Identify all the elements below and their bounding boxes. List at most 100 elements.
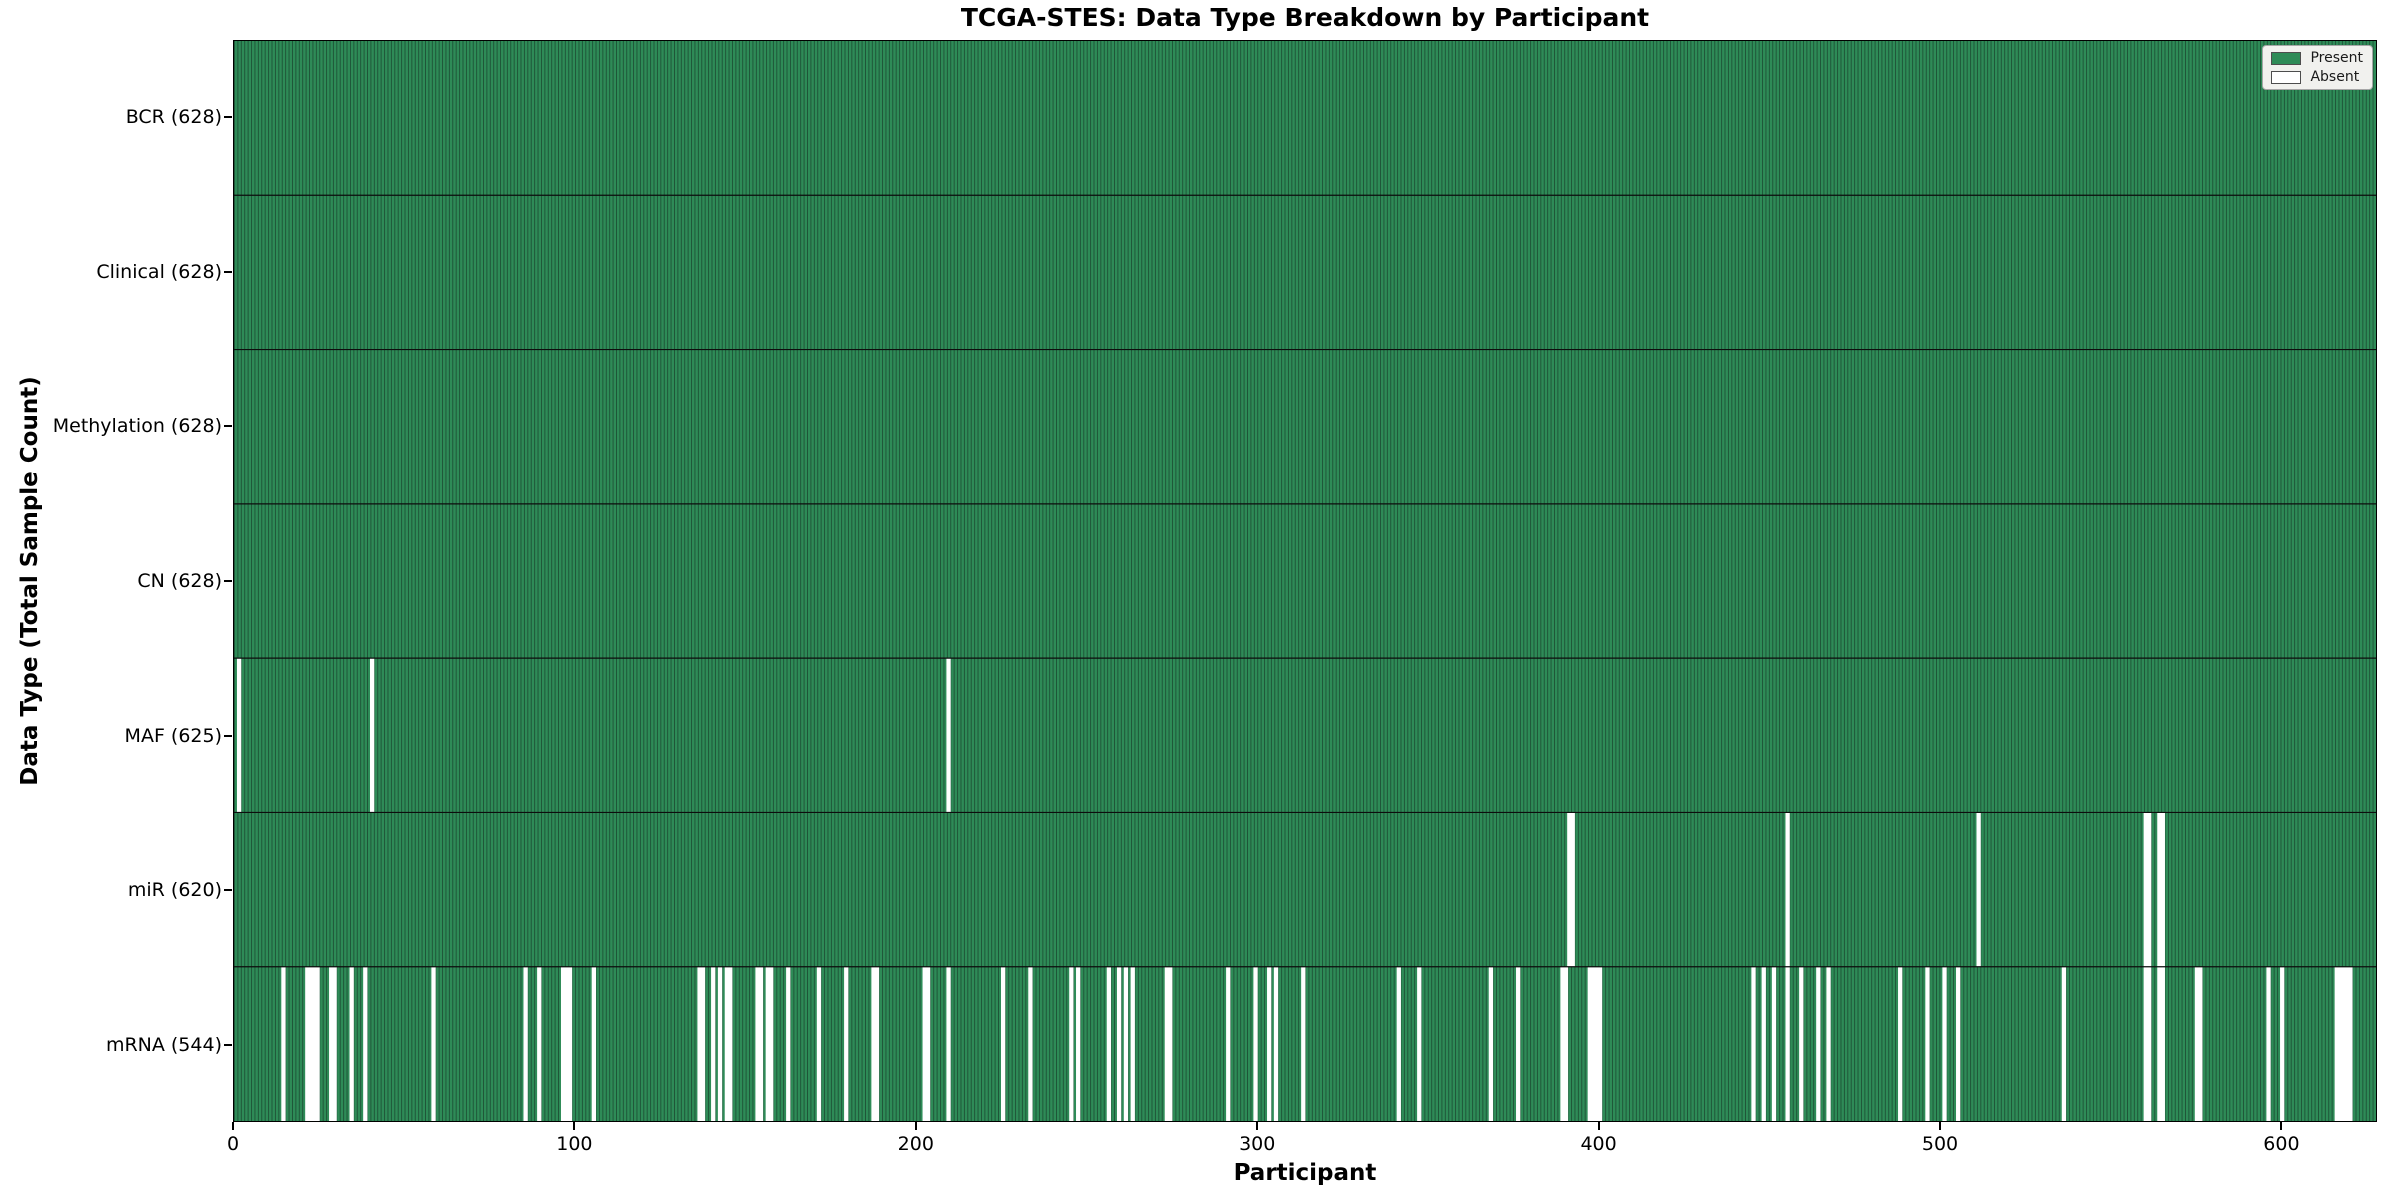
absent-cell-mRNA-501 [1942, 966, 1947, 1121]
absent-cell-mRNA-341 [1396, 966, 1401, 1121]
absent-cell-mRNA-303 [1267, 966, 1272, 1121]
absent-cell-miR-564 [2157, 812, 2162, 967]
absent-cell-mRNA-596 [2266, 966, 2271, 1121]
absent-cell-mRNA-58 [431, 966, 436, 1121]
legend-item-absent: Absent [2271, 70, 2363, 84]
absent-cell-mRNA-390 [1563, 966, 1569, 1121]
absent-cell-mRNA-89 [537, 966, 542, 1121]
heatmap-canvas [234, 41, 2376, 1121]
absent-cell-mRNA-245 [1069, 966, 1074, 1121]
absent-cell-mRNA-564 [2157, 966, 2162, 1121]
xtick-label-400: 400 [1580, 1133, 1617, 1155]
absent-cell-mRNA-256 [1106, 966, 1112, 1121]
absent-cell-mRNA-600 [2280, 966, 2285, 1121]
ytick-mark-BCR [224, 116, 232, 119]
absent-cell-mRNA-313 [1301, 966, 1306, 1121]
absent-cell-mRNA-22 [308, 966, 313, 1121]
xtick-label-0: 0 [226, 1133, 240, 1155]
absent-cell-mRNA-274 [1168, 966, 1173, 1121]
absent-cell-mRNA-561 [2147, 966, 2152, 1121]
absent-cell-mRNA-34 [349, 966, 354, 1121]
absent-cell-mRNA-137 [700, 966, 706, 1121]
absent-cell-mRNA-209 [946, 966, 951, 1121]
absent-cell-mRNA-576 [2198, 966, 2203, 1121]
absent-cell-mRNA-21 [305, 966, 310, 1121]
absent-cell-mRNA-445 [1751, 966, 1756, 1121]
legend-label-absent: Absent [2310, 69, 2360, 85]
plot-area [233, 40, 2377, 1122]
absent-cell-mRNA-496 [1925, 966, 1930, 1121]
absent-cell-mRNA-368 [1488, 966, 1494, 1121]
absent-cell-MAF-209 [946, 658, 951, 813]
absent-cell-mRNA-565 [2160, 966, 2165, 1121]
absent-cell-mRNA-617 [2338, 966, 2343, 1121]
ytick-label-CN: CN (628) [137, 570, 222, 592]
absent-cell-mRNA-505 [1956, 966, 1961, 1121]
absent-cell-mRNA-291 [1226, 966, 1231, 1121]
absent-cell-mRNA-247 [1076, 966, 1081, 1121]
xtick-label-300: 300 [1239, 1133, 1276, 1155]
absent-cell-mRNA-145 [728, 966, 733, 1121]
absent-cell-mRNA-618 [2341, 966, 2346, 1121]
present-swatch-icon [2271, 51, 2302, 65]
absent-cell-mRNA-616 [2334, 966, 2339, 1121]
absent-cell-mRNA-451 [1771, 966, 1777, 1121]
absent-cell-mRNA-299 [1253, 966, 1258, 1121]
absent-cell-mRNA-261 [1123, 966, 1129, 1121]
xtick-label-200: 200 [897, 1133, 934, 1155]
ytick-label-mRNA: mRNA (544) [105, 1033, 222, 1056]
absent-cell-mRNA-488 [1898, 966, 1903, 1121]
xtick-label-100: 100 [556, 1133, 593, 1155]
absent-cell-mRNA-29 [332, 966, 337, 1121]
xtick-mark-300 [1256, 1122, 1259, 1130]
absent-cell-mRNA-459 [1799, 966, 1804, 1121]
absent-cell-miR-511 [1976, 812, 1981, 967]
absent-cell-mRNA-156 [765, 966, 770, 1121]
absent-cell-mRNA-400 [1597, 966, 1603, 1121]
absent-cell-mRNA-140 [711, 966, 716, 1121]
ytick-mark-MAF [224, 734, 232, 737]
absent-cell-mRNA-233 [1028, 966, 1033, 1121]
ytick-label-Methylation: Methylation (628) [52, 415, 222, 438]
xtick-mark-100 [573, 1122, 576, 1130]
legend-item-present: Present [2271, 51, 2363, 65]
absent-cell-mRNA-38 [363, 966, 368, 1121]
absent-cell-mRNA-259 [1116, 966, 1122, 1121]
absent-cell-mRNA-171 [816, 966, 822, 1121]
absent-cell-mRNA-347 [1417, 966, 1422, 1121]
xtick-label-600: 600 [2263, 1133, 2300, 1155]
absent-swatch-icon [2271, 70, 2302, 84]
absent-cell-mRNA-179 [844, 966, 849, 1121]
absent-cell-mRNA-14 [281, 966, 286, 1121]
absent-cell-mRNA-98 [567, 966, 573, 1121]
absent-cell-mRNA-467 [1826, 966, 1831, 1121]
ytick-label-BCR: BCR (628) [125, 106, 222, 129]
ytick-label-Clinical: Clinical (628) [96, 260, 222, 283]
chart-title: TCGA-STES: Data Type Breakdown by Partic… [960, 3, 1650, 32]
absent-cell-miR-565 [2160, 812, 2165, 967]
absent-cell-mRNA-24 [315, 966, 320, 1121]
absent-cell-mRNA-448 [1761, 966, 1766, 1121]
absent-cell-mRNA-389 [1560, 966, 1565, 1121]
absent-cell-miR-391 [1567, 812, 1572, 967]
absent-cell-MAF-40 [369, 658, 375, 813]
absent-cell-mRNA-153 [755, 966, 760, 1121]
y-axis-label: Data Type (Total Sample Count) [17, 376, 43, 786]
absent-cell-mRNA-263 [1130, 966, 1135, 1121]
absent-cell-mRNA-187 [871, 966, 876, 1121]
absent-cell-mRNA-560 [2143, 966, 2148, 1121]
legend-label-present: Present [2310, 50, 2363, 66]
legend: Present Absent [2262, 45, 2373, 90]
absent-cell-mRNA-398 [1591, 966, 1596, 1121]
absent-cell-mRNA-28 [329, 966, 334, 1121]
absent-cell-mRNA-96 [560, 966, 566, 1121]
xtick-mark-200 [914, 1122, 917, 1130]
xtick-mark-400 [1597, 1122, 1600, 1130]
absent-cell-mRNA-85 [523, 966, 528, 1121]
absent-cell-mRNA-575 [2194, 966, 2200, 1121]
absent-cell-mRNA-225 [1000, 966, 1006, 1121]
absent-cell-mRNA-105 [591, 966, 596, 1121]
absent-cell-mRNA-536 [2061, 966, 2067, 1121]
absent-cell-mRNA-97 [564, 966, 569, 1121]
absent-cell-miR-392 [1570, 812, 1575, 967]
